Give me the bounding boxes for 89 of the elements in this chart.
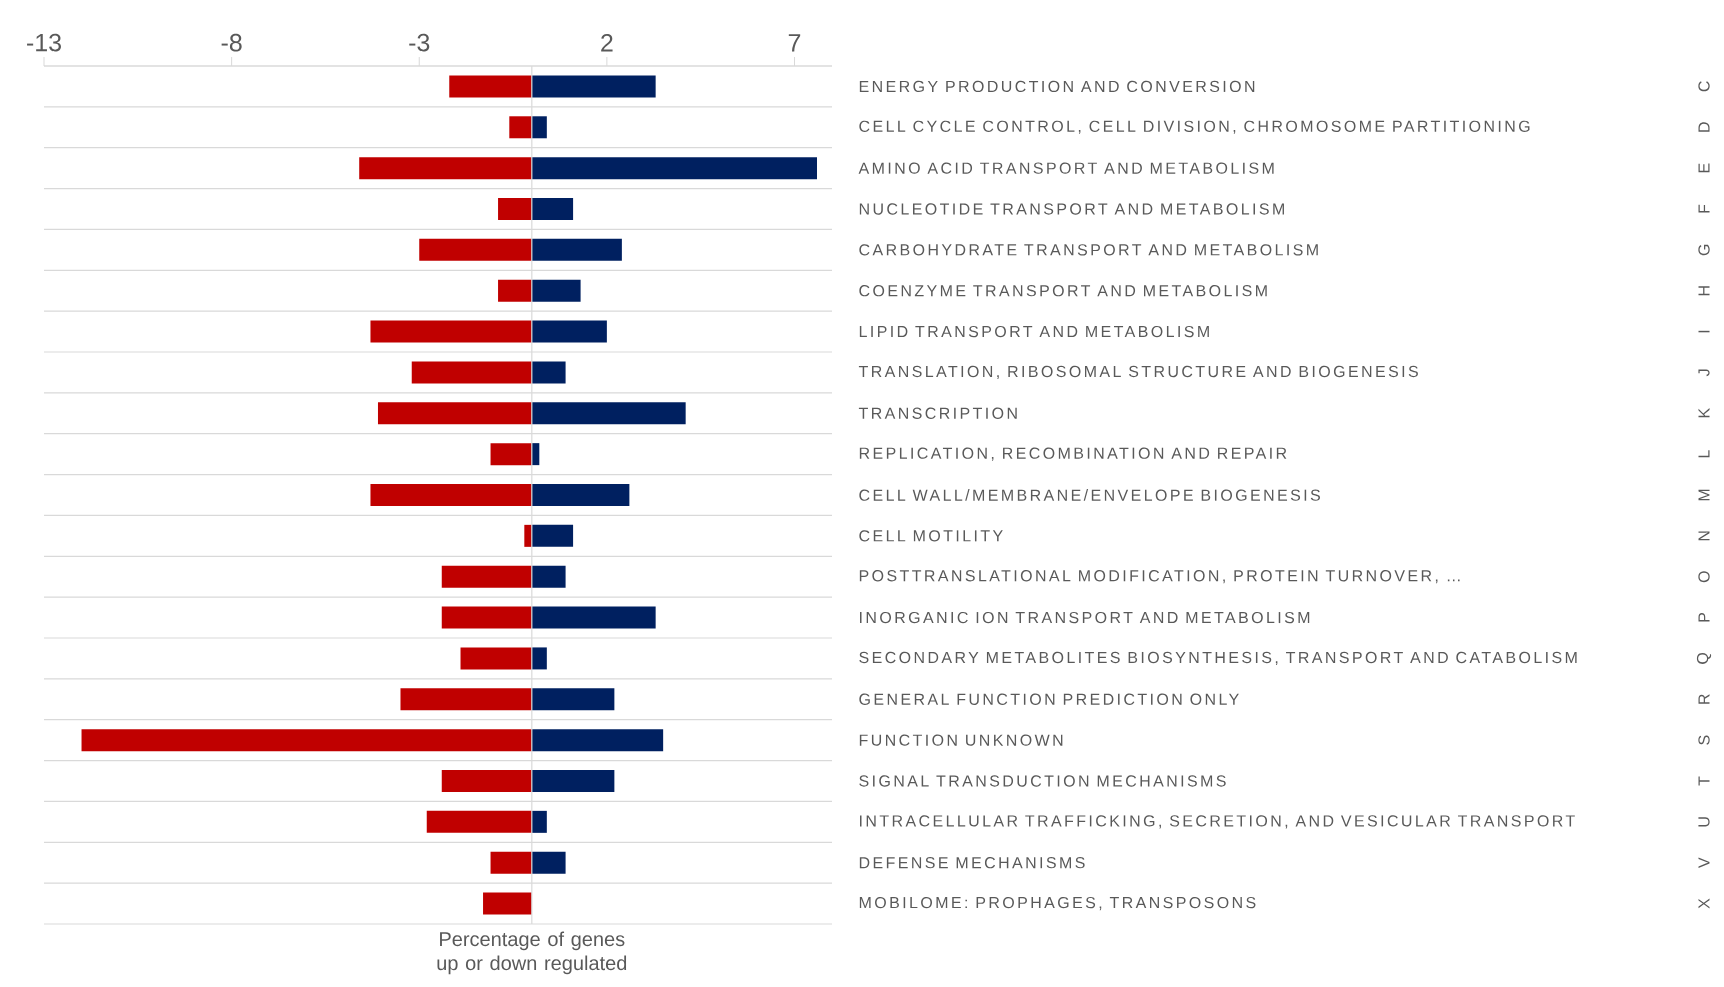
bar [460, 647, 532, 670]
y-tick-label: SECONDARY METABOLITES BIOSYNTHESIS, TRANSPORT AND CATABOLISM [859, 651, 1577, 666]
text: N [1698, 531, 1710, 541]
bar [81, 729, 532, 752]
bar [531, 197, 574, 220]
text: I [1698, 330, 1710, 333]
y-tick-label: DEFENSE MECHANISMS [859, 857, 1085, 869]
bar [490, 443, 532, 466]
text: K [1698, 408, 1710, 418]
bar [531, 238, 622, 261]
bar [411, 361, 532, 384]
y-tick-label: MOBILOME: PROPHAGES, TRANSPOSONS [859, 896, 1256, 911]
bar [531, 851, 566, 874]
bar [441, 565, 532, 588]
bar [531, 116, 547, 139]
y-tick-label: GENERAL FUNCTION PREDICTION ONLY [859, 693, 1239, 705]
y-tick-label: CELL MOTILITY [859, 530, 1003, 542]
y-tick-label: INORGANIC ION TRANSPORT AND METABOLISM [860, 611, 1310, 624]
bar [370, 483, 532, 506]
text: P [1698, 613, 1710, 622]
bar [531, 75, 656, 98]
y-tick-label: LIPID TRANSPORT AND METABOLISM [859, 325, 1209, 338]
text: Q [1696, 652, 1712, 664]
bar [498, 279, 532, 302]
bar [531, 320, 607, 343]
bar [441, 606, 532, 629]
bar [419, 238, 532, 261]
bar [531, 770, 615, 792]
bar [531, 361, 566, 384]
y-tick-label: AMINO ACID TRANSPORT AND METABOLISM [858, 162, 1274, 174]
bar [531, 279, 581, 302]
x-axis-title: Percentage of genes up or down regulated [437, 931, 627, 975]
text: U [1698, 817, 1710, 827]
text: S [1698, 735, 1710, 745]
x-tick-label: -13 [27, 33, 61, 52]
text: R [1698, 694, 1710, 704]
text: T [1698, 776, 1710, 786]
bar [531, 647, 547, 670]
text: O [1698, 571, 1710, 583]
bar [377, 402, 532, 425]
bar [531, 524, 574, 547]
y-tick-label: CELL WALL/MEMBRANE/ENVELOPE BIOGENESIS [859, 489, 1320, 501]
bar [524, 524, 532, 547]
bar [370, 320, 532, 343]
bar [359, 157, 532, 180]
bar [509, 116, 532, 139]
text: C [1698, 81, 1710, 92]
bar [449, 75, 532, 98]
bar [531, 483, 630, 506]
bar [400, 688, 532, 711]
y-tick-label: CARBOHYDRATE TRANSPORT AND METABOLISM [859, 244, 1318, 256]
x-tick-label: -3 [409, 33, 430, 52]
y-tick-label: COENZYME TRANSPORT AND METABOLISM [859, 285, 1267, 297]
text: D [1698, 122, 1710, 132]
y-tick-label: REPLICATION, RECOMBINATION AND REPAIR [859, 447, 1287, 461]
text: F [1698, 204, 1710, 213]
text: H [1698, 286, 1710, 296]
y-tick-label: ENERGY PRODUCTION AND CONVERSION [859, 80, 1255, 93]
bar [531, 729, 664, 752]
x-tick-label: 2 [601, 34, 613, 52]
bar [441, 770, 532, 792]
text: L [1698, 450, 1710, 458]
y-tick-label: POSTTRANSLATIONAL MODIFICATION, PROTEIN TURNOVER, … [859, 570, 1460, 584]
bar [483, 892, 532, 915]
text: G [1698, 244, 1710, 256]
y-tick-label: TRANSLATION, RIBOSOMAL STRUCTURE AND BIOGENESIS [858, 365, 1418, 380]
y-tick-label: NUCLEOTIDE TRANSPORT AND METABOLISM [859, 203, 1284, 215]
y-tick-label: INTRACELLULAR TRAFFICKING, SECRETION, AND VESICULAR TRANSPORT [860, 815, 1575, 829]
y-tick-label: CELL CYCLE CONTROL, CELL DIVISION, CHROMOSOME PARTITIONING [859, 120, 1530, 134]
bar [498, 197, 532, 220]
x-tick-label: -8 [221, 33, 242, 52]
bar [531, 443, 540, 466]
bar [531, 565, 566, 588]
text: J [1698, 369, 1710, 377]
y-tick-label: SIGNAL TRANSDUCTION MECHANISMS [859, 775, 1226, 787]
y-tick-label: TRANSCRIPTION [858, 407, 1017, 419]
bar [531, 402, 686, 425]
y-tick-label: FUNCTION UNKNOWN [859, 734, 1063, 746]
bar [490, 851, 532, 874]
x-tick-label: 7 [788, 34, 801, 52]
text: M [1698, 489, 1710, 501]
bar [531, 606, 656, 629]
text: E [1698, 163, 1710, 173]
text: X [1698, 898, 1710, 909]
text: V [1698, 857, 1710, 868]
bar [531, 157, 817, 180]
bar [531, 810, 547, 833]
bar [531, 688, 615, 711]
bar [426, 810, 532, 833]
